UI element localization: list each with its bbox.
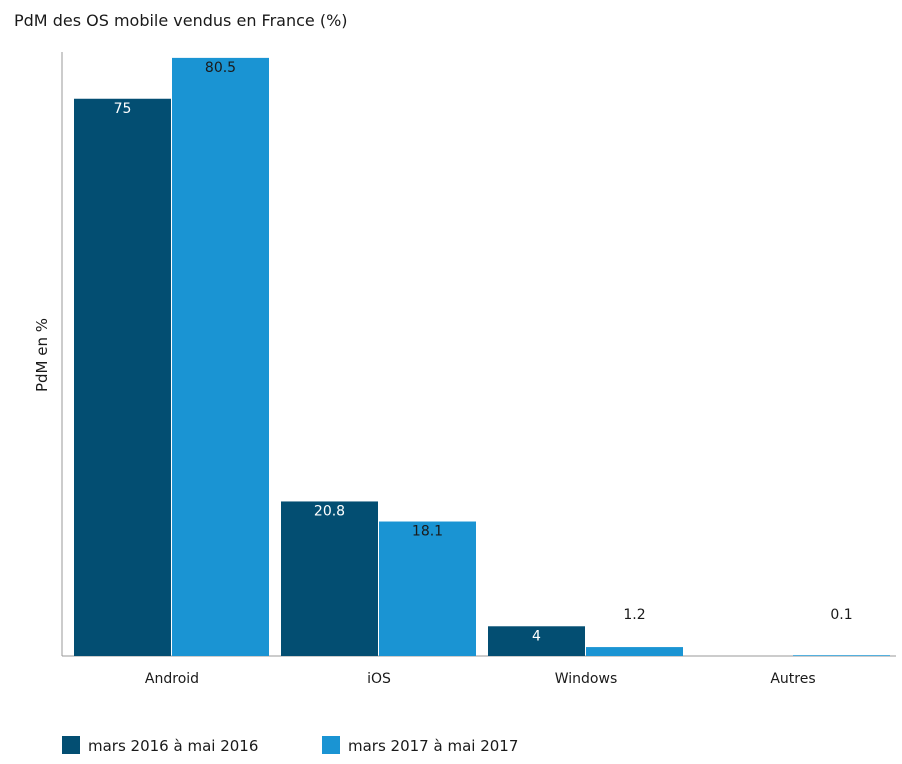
x-tick-label-ios: iOS [367,671,391,687]
bar-ios-series-2 [379,521,476,656]
x-tick-label-android: Android [145,671,199,687]
legend-label-series-2: mars 2017 à mai 2017 [348,737,518,755]
legend-label-series-1: mars 2016 à mai 2016 [88,737,258,755]
legend: mars 2016 à mai 2016 mars 2017 à mai 2017 [62,736,518,755]
bar-autres-series-2 [793,655,890,656]
value-labels-group: 75 80.5 20.8 18.1 4 1.2 0.1 [114,60,853,644]
value-label-windows-series-1: 4 [532,628,541,644]
legend-swatch-series-1 [62,736,80,754]
bar-windows-series-1 [488,626,585,656]
x-tick-label-windows: Windows [555,671,618,687]
bar-windows-series-2 [586,647,683,656]
value-label-android-series-2: 80.5 [205,60,236,76]
legend-swatch-series-2 [322,736,340,754]
bar-android-series-2 [172,57,269,656]
chart-title: PdM des OS mobile vendus en France (%) [14,11,348,30]
x-tick-label-autres: Autres [770,671,815,687]
y-axis-label: PdM en % [33,318,51,392]
value-label-ios-series-1: 20.8 [314,503,345,519]
bars-group [74,57,890,656]
tick-labels-group: Android iOS Windows Autres [145,671,816,687]
value-label-windows-series-2: 1.2 [623,607,645,623]
bar-android-series-1 [74,98,171,656]
legend-item-series-1: mars 2016 à mai 2016 [62,736,258,755]
value-label-autres-series-2: 0.1 [830,607,852,623]
value-label-ios-series-2: 18.1 [412,524,443,540]
legend-item-series-2: mars 2017 à mai 2017 [322,736,518,755]
value-label-android-series-1: 75 [114,101,132,117]
bar-ios-series-1 [281,501,378,656]
